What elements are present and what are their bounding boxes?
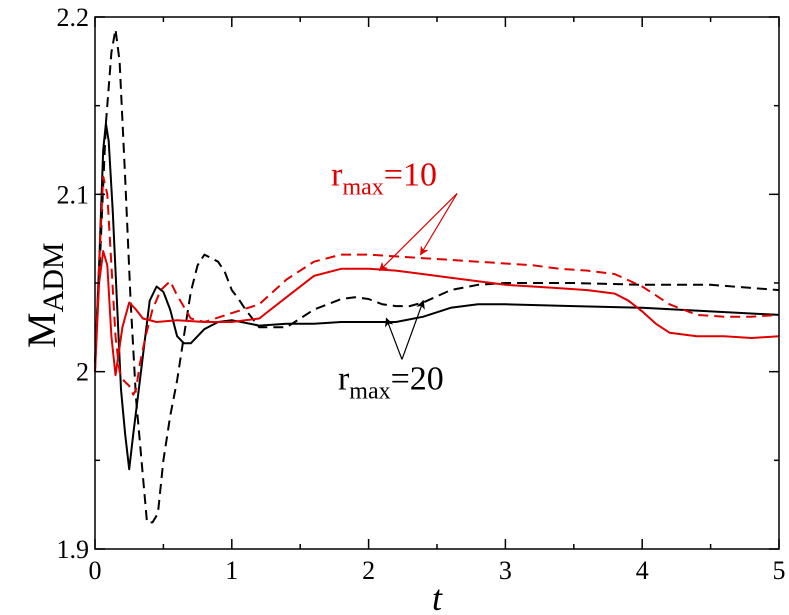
annotation-label-1: rmax=10 [331, 156, 437, 200]
x-tick-label: 2 [362, 556, 375, 585]
annotation-label-suffix: =10 [384, 156, 437, 193]
series-line-4 [94, 175, 780, 396]
plot-frame [94, 16, 780, 550]
series-line-1 [94, 122, 780, 471]
x-tick-label: 5 [773, 556, 786, 585]
y-tick-label: 2.1 [57, 180, 90, 209]
annotation-label-2: rmax=20 [338, 360, 444, 404]
annotation-arrow-2-2 [401, 299, 425, 360]
x-tick-label: 4 [636, 556, 649, 585]
y-axis-label: MADM [19, 242, 70, 348]
annotation-label-main: r [338, 360, 350, 397]
annotation-arrow-1-2 [420, 193, 458, 256]
y-axis-label-sub: ADM [37, 242, 70, 312]
annotation-label-sub: max [342, 174, 383, 200]
x-tick-label: 0 [89, 556, 102, 585]
x-axis-label: t [432, 578, 443, 615]
annotation-label-sub: max [349, 378, 390, 404]
annotation-arrow-1-1 [378, 193, 458, 272]
annotation-arrow-2-1 [385, 317, 403, 360]
y-axis-label-main: M [19, 312, 64, 348]
series-line-3 [94, 250, 780, 377]
y-tick-label: 2.2 [57, 3, 90, 32]
y-tick-label: 1.9 [57, 535, 90, 564]
annotation-label-main: r [331, 156, 343, 193]
ticks-layer: 0 1 2 3 4 5 1.9 2 2.1 2.2 [57, 3, 786, 585]
annotation-label-suffix: =20 [391, 360, 444, 397]
y-tick-label: 2 [76, 358, 89, 387]
x-tick-label: 1 [225, 556, 238, 585]
x-tick-label: 3 [499, 556, 512, 585]
series-layer [94, 28, 780, 524]
